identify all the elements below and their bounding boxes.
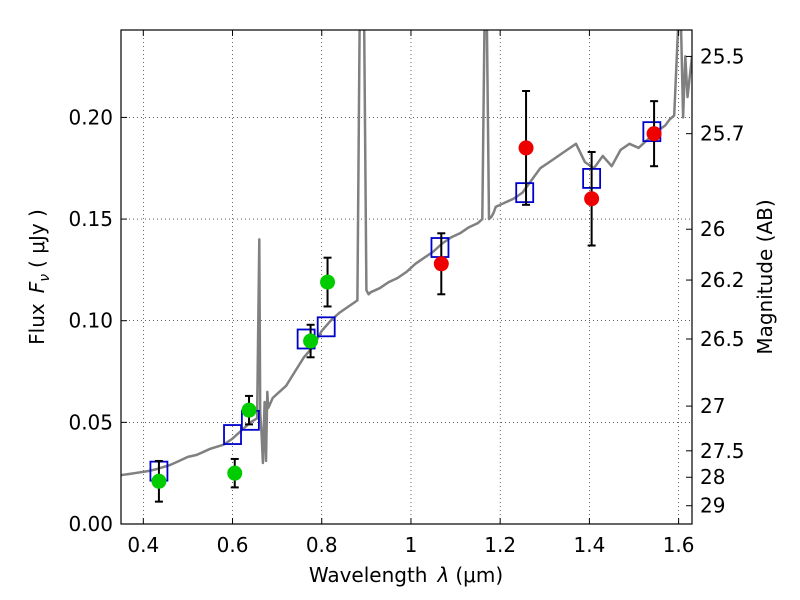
y-tick-label: 0.15 [68, 207, 113, 231]
observed-point [151, 473, 167, 489]
observed-point [518, 140, 534, 156]
x-tick-label: 1.2 [484, 533, 516, 557]
observed-point [303, 333, 319, 349]
observed-point [227, 465, 243, 481]
plot-frame [120, 29, 693, 525]
x-tick-label: 1 [405, 533, 418, 557]
y2-tick-label: 28 [700, 465, 725, 489]
observed-point [584, 191, 600, 207]
model-square-point [316, 316, 336, 338]
x-axis-label: Wavelength λ (μm) [309, 563, 503, 587]
y-axis-label: FluxFν( μJy ) [25, 209, 53, 345]
y2-tick-label: 29 [700, 494, 725, 518]
observed-point [241, 402, 257, 418]
spectrum-line [121, 30, 692, 477]
x-tick-label: 0.8 [306, 533, 338, 557]
y-tick-label: 0.05 [68, 410, 113, 434]
observed-point [320, 274, 336, 290]
y2-tick-label: 27 [700, 394, 725, 418]
y2-tick-label: 27.5 [700, 439, 745, 463]
observed-point [433, 256, 449, 272]
y2-tick-label: 26 [700, 217, 725, 241]
y-tick-label: 0.00 [68, 512, 113, 536]
axis-ticks: 0.4 0.6 0.8 1 1.2 1.4 1.6 0.00 0.05 0.10 0.15 0.20 2… [68, 30, 745, 557]
y2-tick-label: 26.2 [700, 268, 745, 292]
model-square-point [515, 182, 535, 204]
observed-point [646, 126, 662, 142]
x-tick-label: 1.4 [573, 533, 605, 557]
y-tick-label: 0.20 [68, 105, 113, 129]
x-tick-label: 0.4 [127, 533, 159, 557]
x-tick-label: 0.6 [217, 533, 249, 557]
y2-tick-label: 26.5 [700, 327, 745, 351]
y-tick-label: 0.10 [68, 309, 113, 333]
y2-tick-label: 25.5 [700, 44, 745, 68]
model-square-point [223, 424, 242, 445]
x-tick-label: 1.6 [663, 533, 695, 557]
plot-area [121, 30, 692, 503]
y2-tick-label: 25.7 [700, 122, 745, 146]
y2-axis-label: Magnitude (AB) [753, 199, 777, 354]
